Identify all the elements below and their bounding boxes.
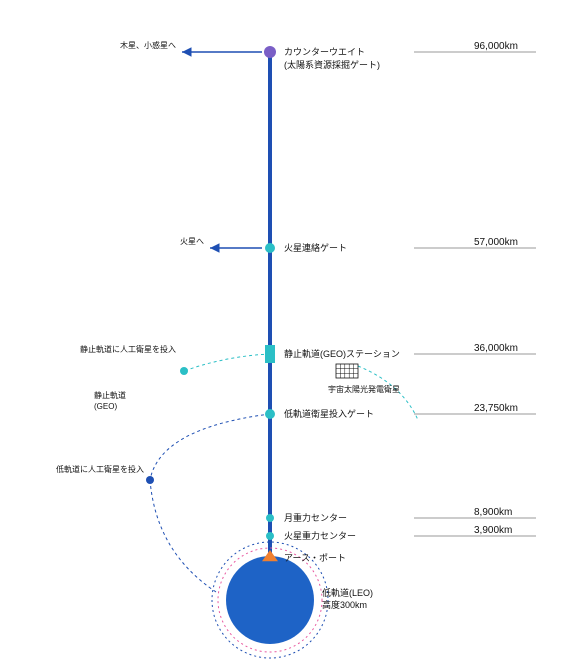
km-moon: 8,900km: [474, 507, 512, 518]
label-geo: 静止軌道(GEO)ステーション: [284, 348, 400, 359]
node-leo_gate: [265, 409, 275, 419]
label-leo_gate: 低軌道衛星投入ゲート: [284, 408, 374, 419]
geo-orbit-label: 静止軌道: [94, 390, 126, 400]
km-mars_gate: 57,000km: [474, 237, 518, 248]
solar-panel-icon: [336, 364, 358, 378]
node-mars_ctr: [266, 532, 274, 540]
km-counterweight: 96,000km: [474, 41, 518, 52]
geo-orbit-label: (GEO): [94, 402, 117, 411]
leo-insert-label: 低軌道に人工衛星を投入: [56, 464, 144, 474]
node-geo: [265, 345, 275, 363]
label-mars_ctr: 火星重力センター: [284, 530, 356, 541]
arrow-label-mars_gate: 火星へ: [180, 237, 204, 246]
label-moon: 月重力センター: [284, 512, 347, 523]
node-counterweight: [264, 46, 276, 58]
geo-insert-label: 静止軌道に人工衛星を投入: [80, 344, 176, 354]
arrow-label-counterweight: 木星、小惑星へ: [120, 40, 176, 50]
solar-panel-label: 宇宙太陽光発電衛星: [328, 384, 400, 394]
earth-label: 高度300km: [322, 599, 367, 610]
km-mars_ctr: 3,900km: [474, 525, 512, 536]
node-moon: [266, 514, 274, 522]
label-mars_gate: 火星連絡ゲート: [284, 242, 347, 253]
label-counterweight: カウンターウエイト: [284, 47, 365, 57]
earth: [226, 556, 314, 644]
geo-satellite-dot: [180, 367, 188, 375]
km-leo_gate: 23,750km: [474, 403, 518, 414]
leo-satellite-dot: [146, 476, 154, 484]
km-geo: 36,000km: [474, 343, 518, 354]
space-elevator-diagram: 低軌道(LEO)高度300km 静止軌道に人工衛星を投入静止軌道 (GEO) 低軌道に…: [0, 0, 580, 662]
label-earthport: アース・ポート: [284, 553, 346, 563]
sublabel-counterweight: (太陽系資源採掘ゲート): [284, 59, 380, 70]
node-mars_gate: [265, 243, 275, 253]
earth-label: 低軌道(LEO): [322, 587, 373, 598]
